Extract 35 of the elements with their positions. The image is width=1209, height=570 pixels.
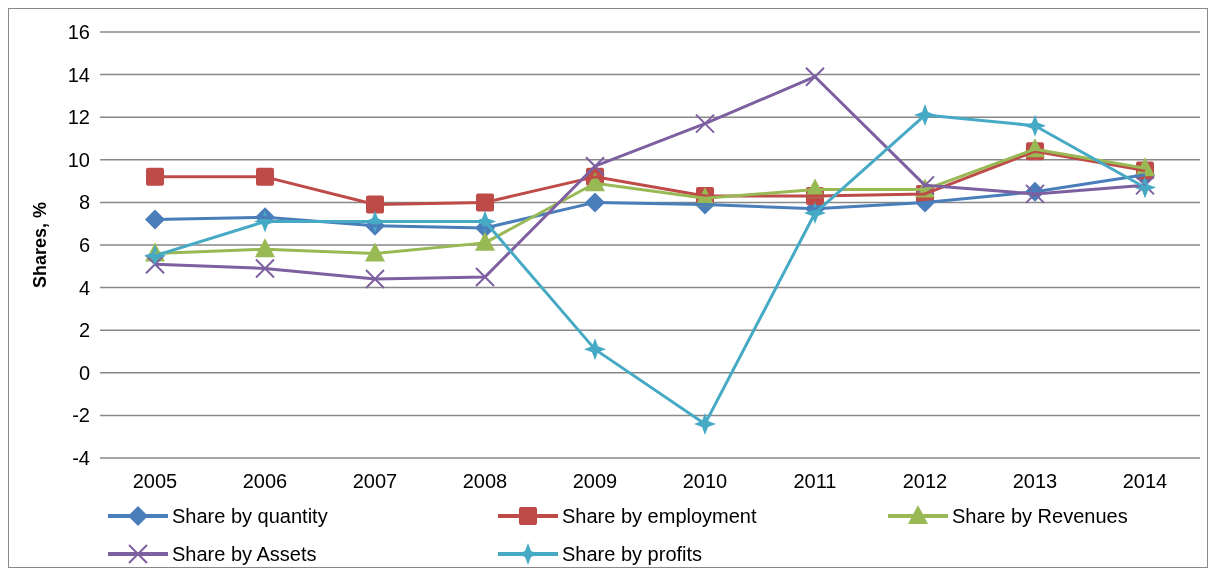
- x-tick-label: 2013: [1012, 470, 1058, 492]
- y-tick-label: 4: [78, 276, 90, 299]
- x-tick-label: 2005: [132, 470, 178, 492]
- x-tick-label: 2010: [682, 470, 728, 492]
- x-tick-label: 2006: [242, 470, 288, 492]
- x-tick-label: 2009: [572, 470, 618, 492]
- legend-label: Share by Revenues: [952, 505, 1128, 527]
- point: [695, 113, 715, 134]
- y-tick-label: 14: [67, 63, 90, 86]
- point: [146, 167, 164, 186]
- y-tick-label: -4: [72, 447, 90, 469]
- point: [585, 156, 605, 177]
- x-tick-label: 2014: [1122, 470, 1168, 492]
- point: [145, 254, 165, 275]
- x-tick-label: 2012: [902, 470, 948, 492]
- x-tick-label: 2011: [793, 470, 837, 492]
- y-tick-label: 0: [78, 361, 90, 384]
- legend-label: Share by quantity: [172, 505, 328, 527]
- x-tick-label: 2007: [352, 470, 398, 492]
- point: [365, 269, 385, 290]
- y-axis-title: Shares, %: [30, 201, 50, 289]
- y-tick-label: 8: [78, 191, 90, 214]
- legend-label: Share by employment: [562, 505, 757, 527]
- legend-label: Share by profits: [562, 543, 703, 565]
- point: [805, 66, 825, 87]
- point: [255, 258, 275, 279]
- y-tick-label: 6: [78, 234, 90, 256]
- y-tick-label: 16: [67, 21, 90, 43]
- y-tick-label: -2: [72, 404, 90, 427]
- legend-label: Share by Assets: [172, 543, 317, 565]
- y-tick-label: 12: [67, 106, 90, 129]
- y-tick-label: 2: [78, 319, 90, 342]
- x-tick-label: 2008: [462, 470, 508, 492]
- point: [475, 266, 495, 287]
- y-tick-label: 10: [67, 148, 90, 171]
